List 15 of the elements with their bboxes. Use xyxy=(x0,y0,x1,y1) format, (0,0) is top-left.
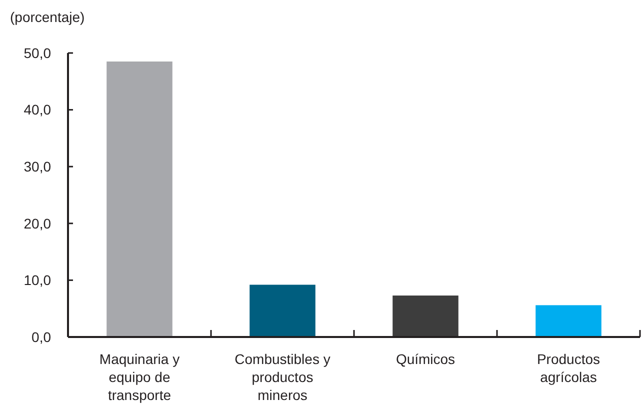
bar xyxy=(536,305,602,337)
y-tick-label: 40,0 xyxy=(24,102,52,118)
x-tick-label: Químicos xyxy=(396,351,456,367)
y-tick-label: 20,0 xyxy=(24,215,52,232)
y-axis-title: (porcentaje) xyxy=(10,9,85,25)
x-tick-label: Combustibles y productos mineros xyxy=(234,351,330,403)
x-tick-label: Maquinaria y equipo de transporte xyxy=(99,351,180,403)
y-tick-label: 50,0 xyxy=(24,44,52,61)
bar xyxy=(392,296,458,337)
y-tick-label: 30,0 xyxy=(24,158,52,174)
y-tick-label: 0,0 xyxy=(32,328,52,345)
x-tick-label: Productos agrícolas xyxy=(536,351,600,385)
bar xyxy=(106,62,172,337)
bar xyxy=(250,284,316,337)
y-tick-label: 10,0 xyxy=(24,272,52,288)
